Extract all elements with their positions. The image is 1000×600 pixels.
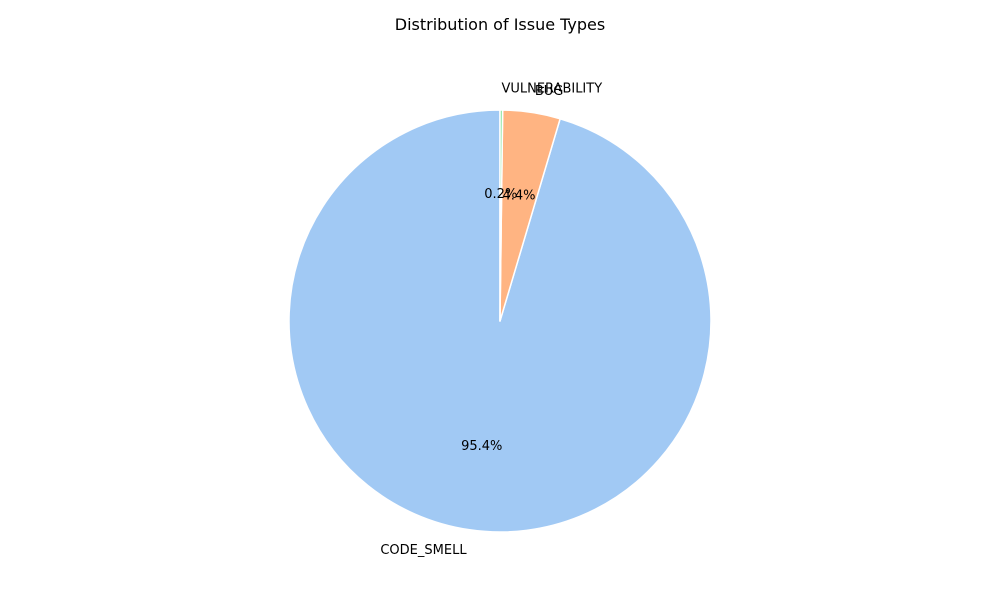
- chart-title: Distribution of Issue Types: [395, 15, 605, 34]
- slice-label-vulnerability: VULNERABILITY: [501, 81, 602, 96]
- pct-label-vulnerability: 0.2%: [484, 187, 517, 202]
- pie-slices: [288, 109, 712, 533]
- slice-label-code-smell: CODE_SMELL: [380, 543, 467, 558]
- pie-labels: CODE_SMELL 95.4% BUG 4.4% VULNERABILITY 0.2%: [380, 81, 602, 558]
- pct-label-bug: 4.4%: [503, 188, 536, 203]
- pct-label-code-smell: 95.4%: [461, 439, 502, 454]
- slice-label-bug: BUG: [535, 84, 564, 99]
- pie-slice-vulnerability: [499, 109, 504, 322]
